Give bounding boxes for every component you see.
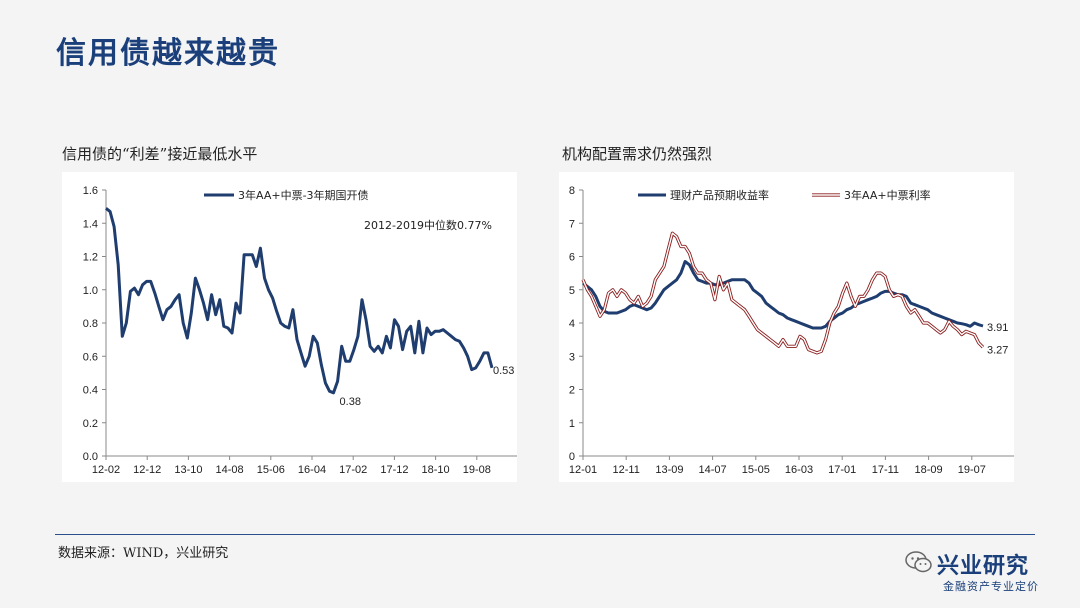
x-tick-label: 12-02 [92,464,120,476]
logo-text: 兴业研究 [937,554,1030,579]
chart-panel-spread: 0.0 0.2 0.4 0.6 0.8 1.0 1.2 1.4 1.6 12-02 12-12 13-… [62,172,517,482]
data-label-wealth-last: 3.91 [987,322,1008,334]
y-tick-label: 1.2 [83,252,98,264]
series-line [582,260,984,330]
y-tick-label: 7 [569,218,575,230]
y-tick-label: 0.6 [83,351,98,363]
x-tick-label: 15-06 [257,464,285,476]
x-tick-label: 12-12 [133,464,161,476]
x-tick-label: 18-10 [422,464,450,476]
x-tick-label: 17-01 [828,464,856,476]
x-tick-label: 14-08 [216,464,244,476]
legend-label-wealth: 理财产品预期收益率 [670,188,769,202]
chart-panel-demand: 0 1 2 3 4 5 6 7 8 12-01 12-11 13-09 14-07 15-05 16-03 1… [559,172,1014,482]
y-tick-label: 0.2 [83,418,98,430]
x-tick-label: 14-07 [699,464,727,476]
y-tick-label: 1.4 [83,218,98,230]
x-tick-label: 12-01 [569,464,597,476]
x-tick-label: 19-07 [958,464,986,476]
x-tick-label: 19-08 [463,464,491,476]
data-source-note: 数据来源：WIND，兴业研究 [58,546,229,561]
x-tick-label: 18-09 [915,464,943,476]
median-annotation: 2012-2019中位数0.77% [364,218,492,232]
y-tick-label: 0.8 [83,318,98,330]
data-label-mtn-last: 3.27 [987,344,1008,356]
x-tick-label: 13-09 [655,464,683,476]
y-tick-label: 4 [569,318,575,330]
spread-line-chart: 0.0 0.2 0.4 0.6 0.8 1.0 1.2 1.4 1.6 12-02 12-12 13-… [83,185,517,476]
x-tick-label: 16-03 [785,464,813,476]
legend-label: 3年AA+中票-3年期国开债 [238,188,369,202]
x-tick-label: 12-11 [613,464,640,476]
page-title: 信用债越来越贵 [56,36,280,71]
y-tick-label: 8 [569,185,575,197]
brand-logo: 兴业研究 金融资产专业定价 [905,540,1055,600]
footer-divider [55,534,1035,535]
y-tick-label: 1 [569,418,575,430]
x-tick-label: 17-11 [872,464,899,476]
chart-title-spread: 信用债的“利差”接近最低水平 [62,145,258,163]
x-tick-label: 15-05 [742,464,770,476]
data-label-min: 0.38 [340,396,361,408]
series-line [105,207,494,395]
y-tick-label: 2 [569,385,575,397]
wechat-icon [905,551,932,573]
x-tick-label: 16-04 [298,464,326,476]
y-tick-label: 0.4 [83,385,98,397]
y-tick-label: 0 [569,451,575,463]
demand-line-chart: 0 1 2 3 4 5 6 7 8 12-01 12-11 13-09 14-07 15-05 16-03 1… [569,185,1014,476]
legend-label-mtn: 3年AA+中票利率 [844,188,931,202]
series-line-inner [582,232,984,354]
y-tick-label: 6 [569,252,575,264]
y-tick-label: 3 [569,351,575,363]
chart-title-demand: 机构配置需求仍然强烈 [562,145,713,163]
logo-subtitle: 金融资产专业定价 [943,580,1039,593]
y-tick-label: 1.0 [83,285,98,297]
x-tick-label: 17-12 [380,464,408,476]
x-tick-label: 13-10 [174,464,202,476]
y-tick-label: 1.6 [83,185,98,197]
y-tick-label: 5 [569,285,575,297]
x-tick-label: 17-02 [339,464,367,476]
series-line-outline [581,231,985,355]
data-label-last: 0.53 [493,365,514,377]
y-tick-label: 0.0 [83,451,98,463]
